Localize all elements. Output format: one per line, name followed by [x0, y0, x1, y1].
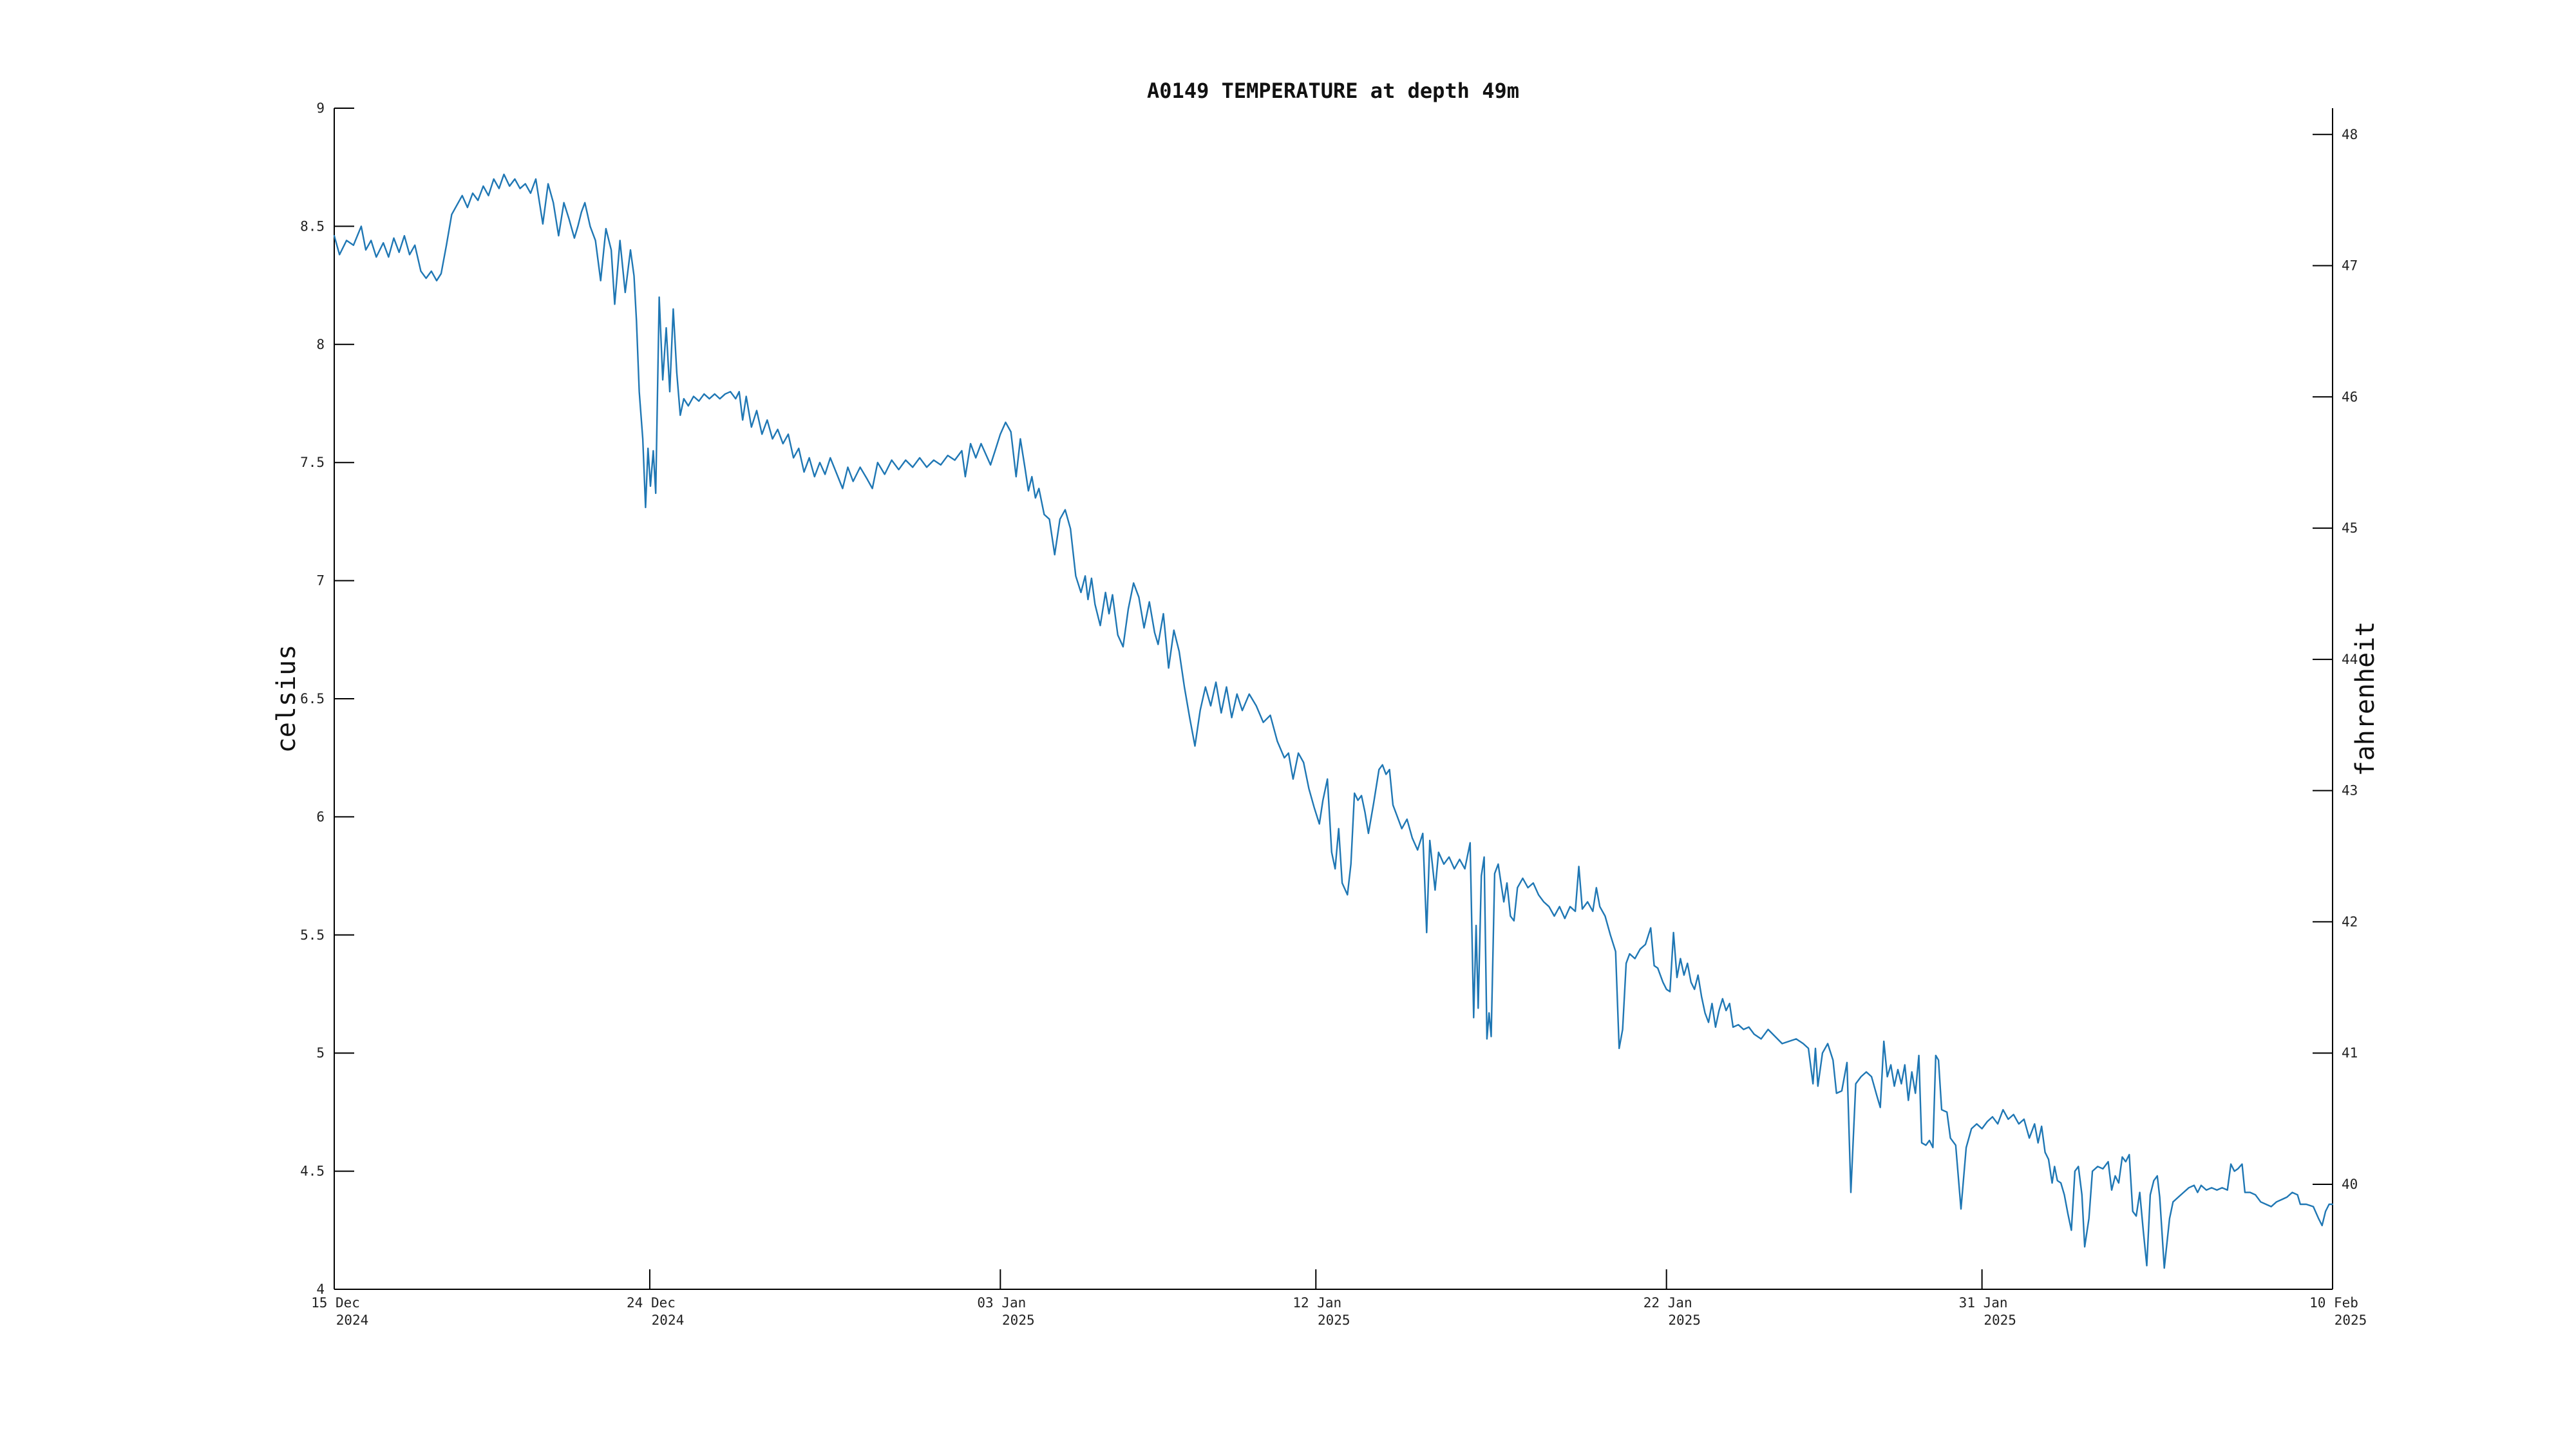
celsius-tick-label: 8: [316, 337, 325, 352]
date-tick-year: 2024: [652, 1312, 685, 1328]
celsius-tick-label: 7: [316, 573, 325, 589]
date-tick-label: 10 Feb: [2309, 1295, 2358, 1311]
date-tick-year: 2025: [1984, 1312, 2016, 1328]
y-axis-label-celsius: celsius: [272, 645, 301, 753]
fahrenheit-tick-label: 45: [2342, 520, 2358, 536]
celsius-tick-label: 4.5: [300, 1164, 325, 1179]
date-tick-label: 31 Jan: [1959, 1295, 2008, 1311]
date-tick-label: 24 Dec: [627, 1295, 676, 1311]
chart-title: A0149 TEMPERATURE at depth 49m: [1147, 79, 1519, 103]
fahrenheit-tick-label: 40: [2342, 1177, 2358, 1192]
celsius-tick-label: 5: [316, 1045, 325, 1061]
y2-axis-label-fahrenheit: fahrenheit: [2351, 621, 2380, 777]
date-tick-year: 2025: [2334, 1312, 2367, 1328]
fahrenheit-tick-label: 42: [2342, 914, 2358, 929]
celsius-tick-label: 9: [316, 100, 325, 116]
date-tick-year: 2025: [1002, 1312, 1035, 1328]
fahrenheit-tick-label: 44: [2342, 652, 2358, 667]
fahrenheit-tick-label: 41: [2342, 1045, 2358, 1061]
date-tick-label: 03 Jan: [977, 1295, 1026, 1311]
date-tick-label: 15 Dec: [311, 1295, 360, 1311]
fahrenheit-tick-label: 47: [2342, 258, 2358, 274]
celsius-tick-label: 8.5: [300, 218, 325, 234]
celsius-tick-label: 6: [316, 809, 325, 824]
celsius-tick-label: 7.5: [300, 455, 325, 470]
temperature-line: [333, 173, 2334, 1269]
fahrenheit-tick-label: 46: [2342, 389, 2358, 404]
axis-ticks: 9 8.5 8 7.5 7 6.5 6 5.5 5 4.5 4 48 47 46 45 44 43 42 41 40 1…: [300, 100, 2367, 1328]
celsius-tick-label: 6.5: [300, 691, 325, 706]
celsius-tick-label: 5.5: [300, 927, 325, 943]
date-tick-year: 2025: [1668, 1312, 1701, 1328]
fahrenheit-tick-label: 48: [2342, 127, 2358, 142]
date-tick-label: 22 Jan: [1643, 1295, 1692, 1311]
date-tick-year: 2025: [1318, 1312, 1350, 1328]
celsius-tick-label: 4: [316, 1282, 325, 1297]
date-tick-year: 2024: [336, 1312, 369, 1328]
date-tick-label: 12 Jan: [1293, 1295, 1341, 1311]
fahrenheit-tick-label: 43: [2342, 783, 2358, 799]
